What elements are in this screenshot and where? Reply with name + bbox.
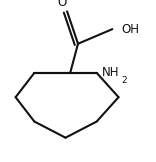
Text: NH: NH [102, 66, 120, 79]
Text: 2: 2 [121, 76, 127, 85]
Text: O: O [58, 0, 67, 9]
Text: OH: OH [121, 23, 139, 36]
